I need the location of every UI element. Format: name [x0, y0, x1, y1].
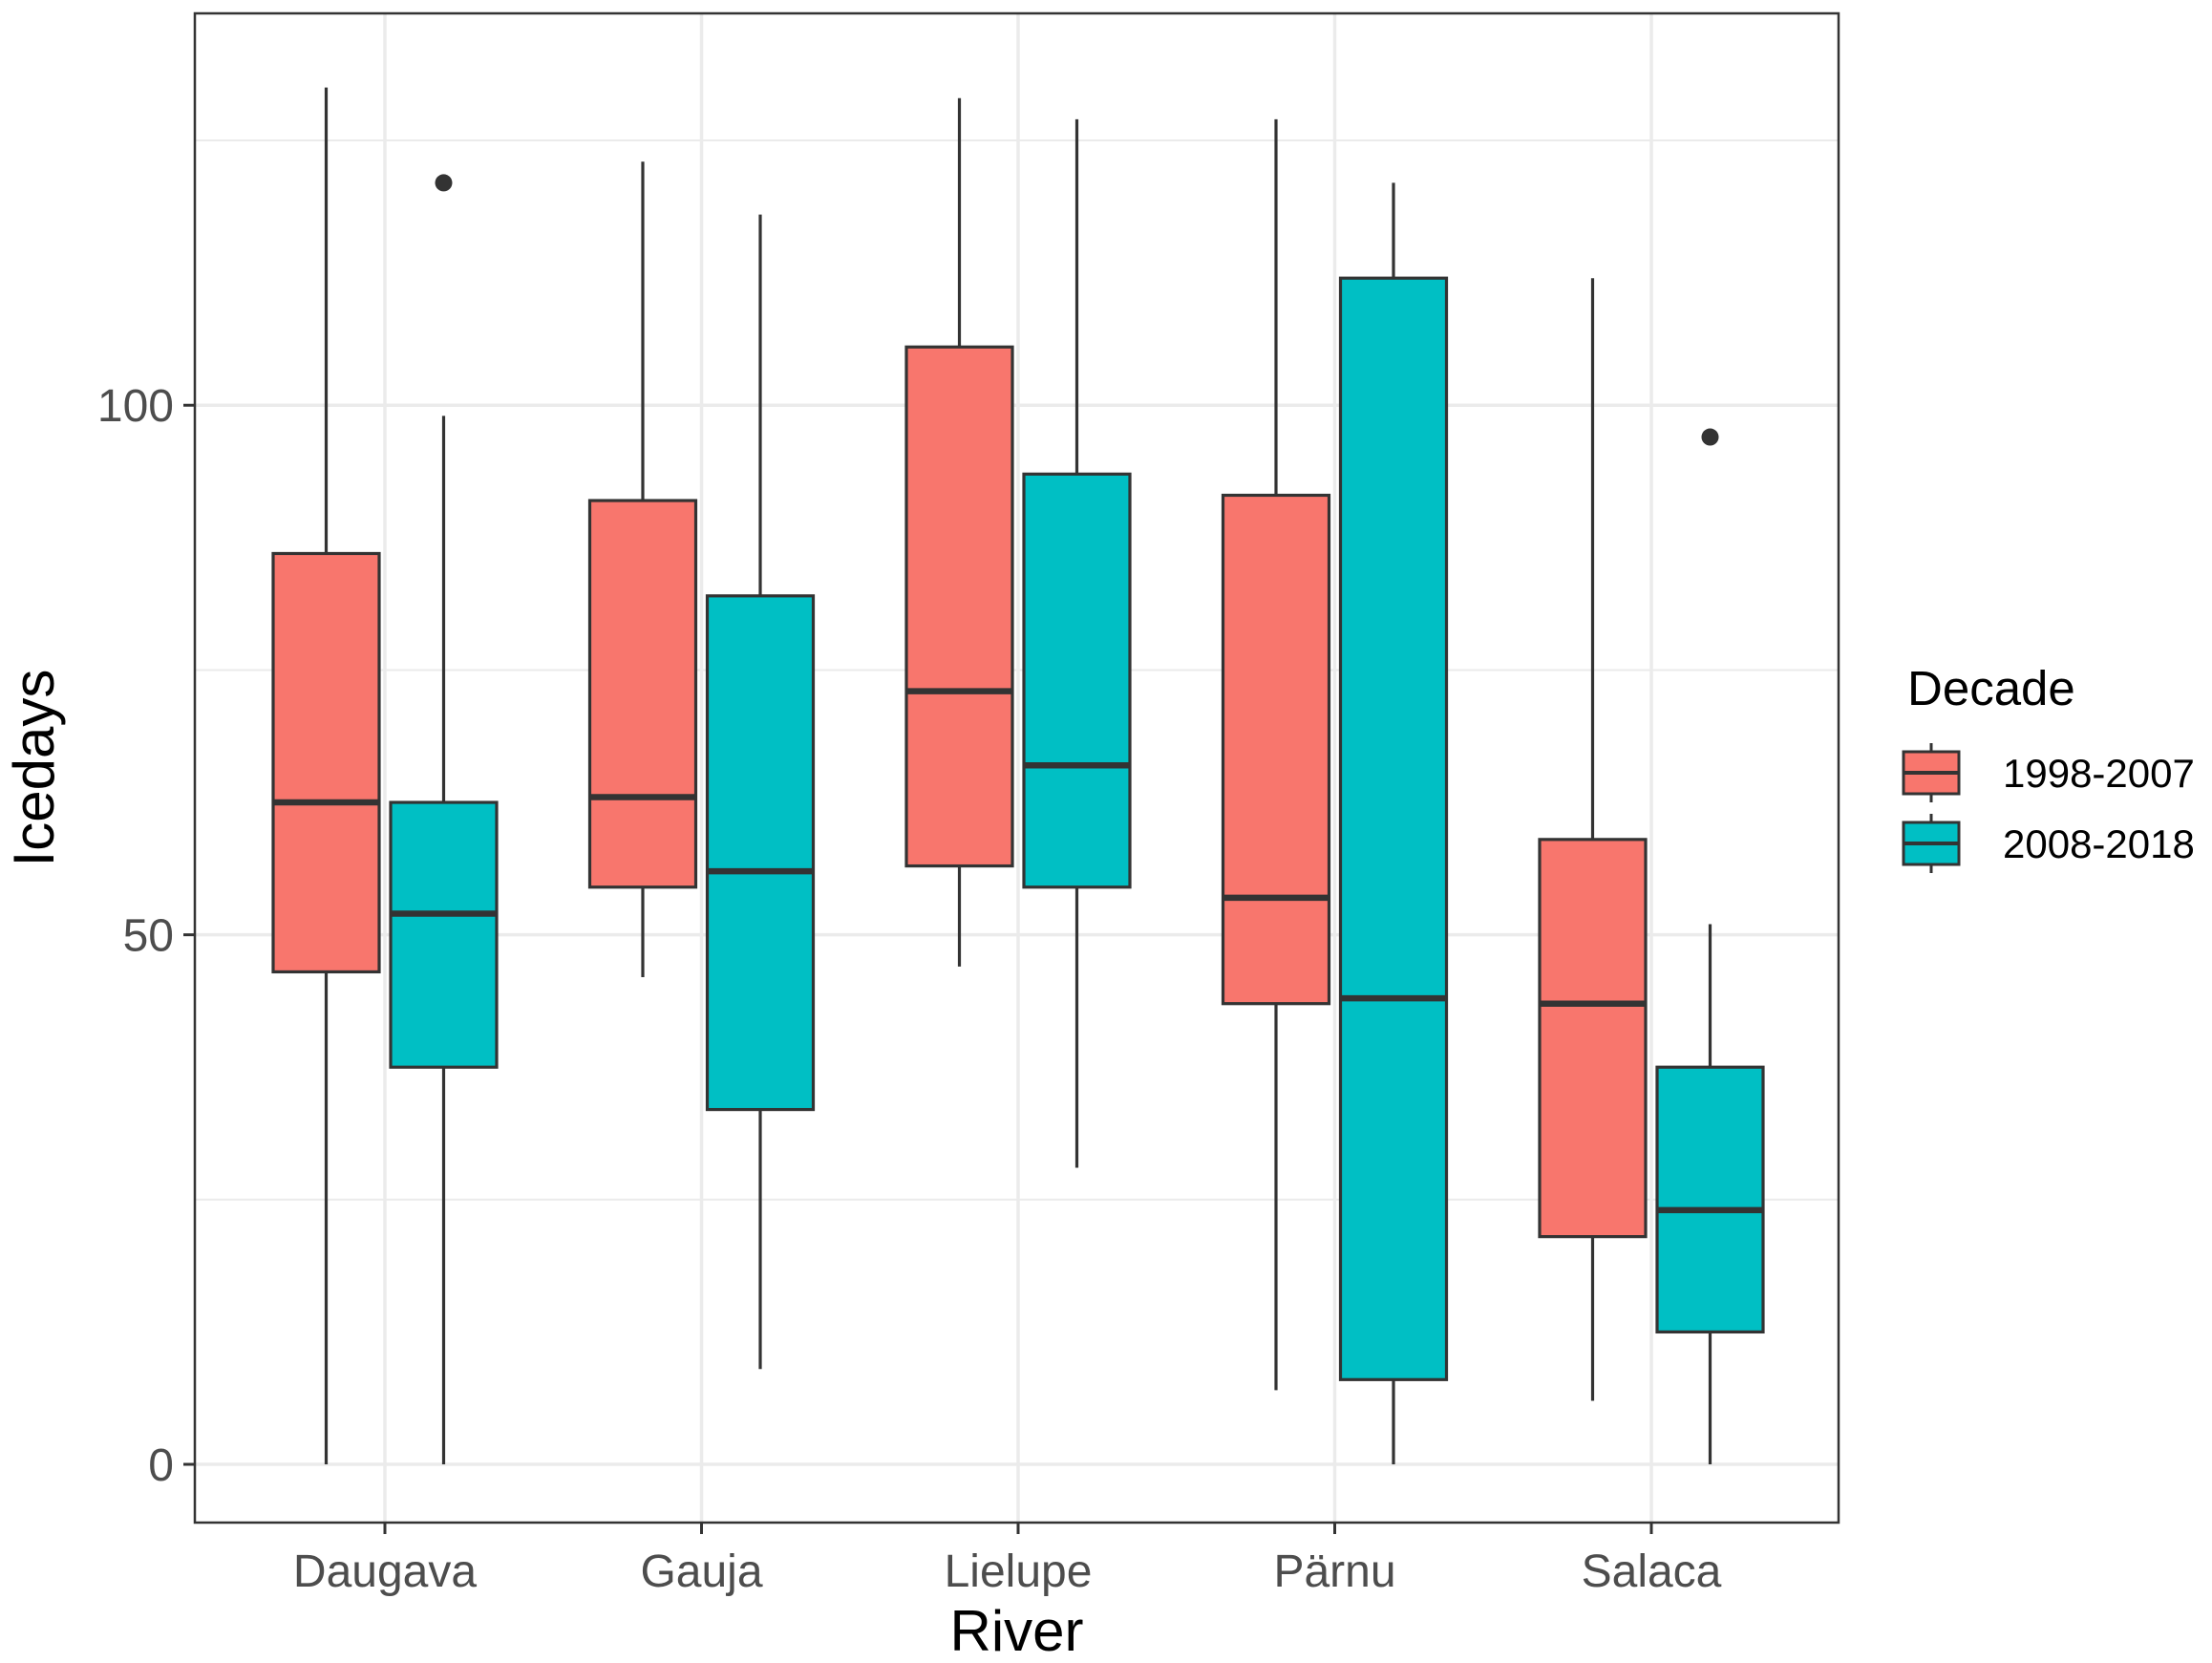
box-group — [1655, 428, 1765, 1465]
legend-item: 1998-2007 — [1902, 743, 2195, 802]
box-group — [1538, 278, 1648, 1401]
x-tick-label: Gauja — [640, 1546, 762, 1597]
iqr-box — [705, 594, 816, 1112]
x-tick-label: Lielupe — [945, 1546, 1093, 1597]
box-group — [389, 174, 499, 1465]
x-tick-label: Pärnu — [1273, 1546, 1395, 1597]
box-group — [705, 214, 816, 1370]
box-group — [271, 87, 381, 1465]
iqr-box — [271, 551, 381, 974]
box-group — [1338, 182, 1449, 1465]
iqr-box — [1338, 276, 1449, 1381]
legend-title: Decade — [1907, 661, 2075, 715]
box-group — [1221, 118, 1331, 1391]
iqr-box — [1655, 1065, 1765, 1334]
x-axis: Daugava Gauja Lielupe Pärnu Salaca — [293, 1523, 1722, 1597]
legend-label: 2008-2018 — [2003, 821, 2195, 866]
iqr-box — [904, 345, 1014, 868]
box-group — [904, 97, 1014, 967]
y-tick-label: 50 — [123, 911, 174, 962]
legend-label: 1998-2007 — [2003, 751, 2195, 796]
y-tick-label: 0 — [148, 1440, 174, 1491]
outlier-point — [1701, 428, 1719, 446]
iqr-box — [1022, 472, 1132, 889]
iqr-box — [389, 800, 499, 1069]
x-tick-label: Daugava — [293, 1546, 477, 1597]
legend-item: 2008-2018 — [1902, 814, 2195, 873]
legend: Decade 1998-2007 2008-2018 — [1902, 661, 2195, 873]
x-axis-title: River — [949, 1599, 1083, 1658]
x-tick-label: Salaca — [1582, 1546, 1722, 1597]
y-tick-label: 100 — [97, 381, 174, 432]
y-axis: 0 50 100 — [97, 381, 195, 1491]
box-series — [271, 87, 1765, 1465]
iqr-box — [587, 499, 698, 889]
box-group — [587, 161, 698, 977]
iqr-box — [1538, 838, 1648, 1239]
outlier-point — [435, 174, 453, 192]
y-axis-title: Icedays — [2, 670, 66, 867]
iqr-box — [1221, 493, 1331, 1006]
box-group — [1022, 118, 1132, 1168]
